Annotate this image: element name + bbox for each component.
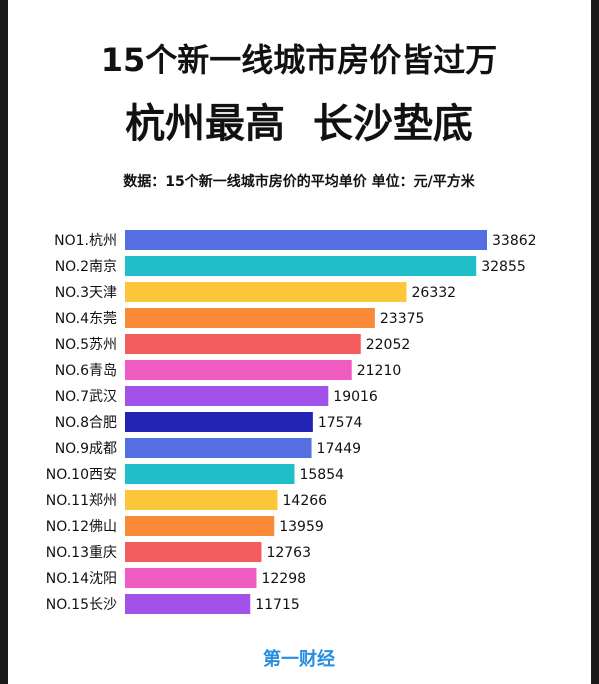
category-label: NO.9成都 (55, 441, 117, 457)
value-label: 12763 (266, 545, 311, 561)
category-label: NO.2南京 (55, 259, 117, 275)
category-label: NO.10西安 (46, 467, 117, 483)
bar (125, 594, 251, 614)
value-label: 11715 (255, 597, 300, 613)
value-label: 12298 (261, 571, 306, 587)
bar (125, 282, 407, 302)
chart-subtitle: 杭州最高 长沙垫底 (125, 101, 473, 147)
bar (125, 438, 312, 458)
category-label: NO.8合肥 (55, 415, 117, 431)
bar (125, 360, 352, 380)
category-label: NO.14沈阳 (46, 571, 117, 587)
chart-title: 15个新一线城市房价皆过万 (101, 41, 498, 79)
bar (125, 308, 375, 328)
bar (125, 542, 262, 562)
value-label: 32855 (481, 259, 526, 275)
value-label: 26332 (412, 285, 457, 301)
category-label: NO.7武汉 (55, 389, 117, 405)
category-label: NO.13重庆 (46, 545, 117, 561)
edge (0, 0, 8, 684)
bar (125, 464, 295, 484)
bar (125, 256, 477, 276)
bar (125, 334, 361, 354)
bar (125, 516, 275, 536)
value-label: 23375 (380, 311, 425, 327)
bar (125, 412, 313, 432)
edge (591, 0, 599, 684)
value-label: 19016 (333, 389, 378, 405)
bar (125, 568, 257, 588)
value-label: 17449 (317, 441, 362, 457)
category-label: NO.3天津 (55, 285, 117, 301)
category-label: NO1.杭州 (54, 233, 117, 249)
value-label: 21210 (357, 363, 402, 379)
category-label: NO.5苏州 (55, 337, 117, 353)
category-label: NO.6青岛 (55, 363, 117, 379)
bar (125, 490, 278, 510)
bar (125, 230, 487, 250)
category-label: NO.4东莞 (55, 311, 117, 327)
bar (125, 386, 329, 406)
value-label: 15854 (299, 467, 344, 483)
value-label: 13959 (279, 519, 324, 535)
category-label: NO.15长沙 (46, 597, 117, 613)
category-label: NO.11郑州 (46, 493, 117, 509)
value-label: 17574 (318, 415, 363, 431)
chart-note: 数据：15个新一线城市房价的平均单价 单位：元/平方米 (123, 173, 475, 190)
source-logo: 第一财经 (263, 648, 335, 670)
value-label: 14266 (283, 493, 328, 509)
value-label: 33862 (492, 233, 537, 249)
category-label: NO.12佛山 (46, 519, 117, 535)
value-label: 22052 (366, 337, 411, 353)
